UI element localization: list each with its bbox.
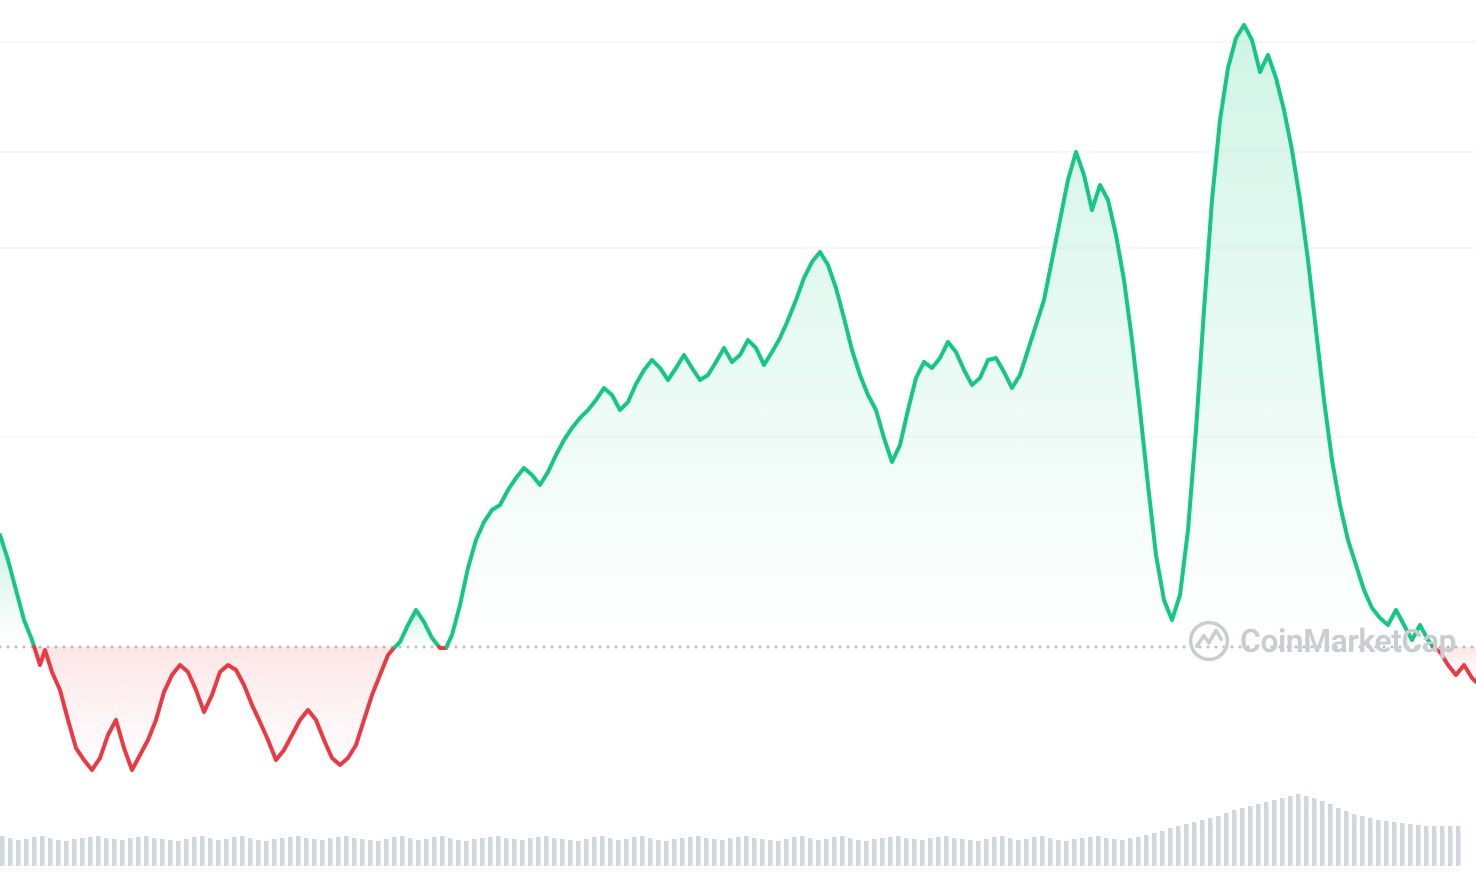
price-chart[interactable]: CoinMarketCap bbox=[0, 0, 1476, 896]
chart-svg bbox=[0, 0, 1476, 896]
